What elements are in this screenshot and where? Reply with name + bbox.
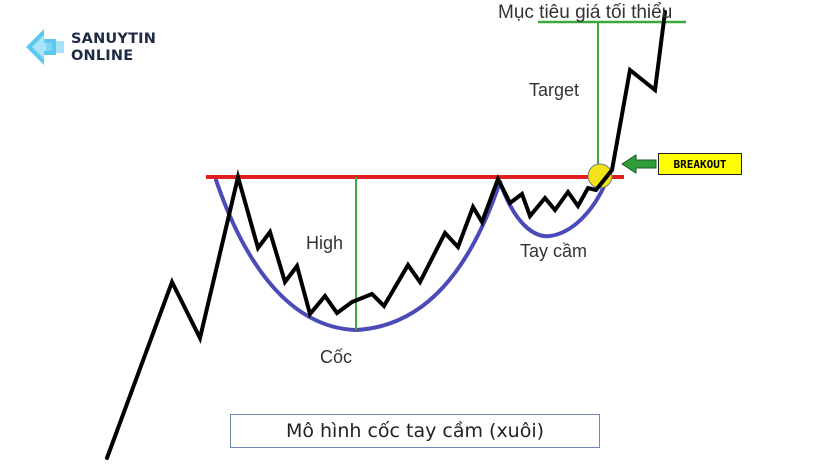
price-line	[105, 10, 667, 460]
brand-logo: SANUYTIN ONLINE	[26, 27, 196, 71]
brand-name: SANUYTIN ONLINE	[71, 31, 156, 65]
caption-text: Mô hình cốc tay cầm (xuôi)	[285, 420, 545, 442]
high-label: High	[306, 233, 344, 253]
breakout-badge: BREAKOUT	[658, 153, 742, 175]
brand-line1: SANUYTIN	[71, 31, 157, 47]
handle-curve	[498, 180, 608, 239]
breakout-arrow-icon	[621, 154, 657, 174]
caption-box: Mô hình cốc tay cầm (xuôi)	[230, 414, 600, 448]
cup-label: Cốc	[320, 347, 353, 367]
arrow-logo-icon	[26, 29, 64, 65]
cup-curve	[214, 178, 502, 333]
brand-line2: ONLINE	[71, 48, 134, 64]
target-label: Target	[529, 80, 580, 100]
handle-label: Tay cầm	[520, 241, 588, 261]
target-min-label: Mục tiêu giá tối thiểu	[498, 2, 673, 23]
